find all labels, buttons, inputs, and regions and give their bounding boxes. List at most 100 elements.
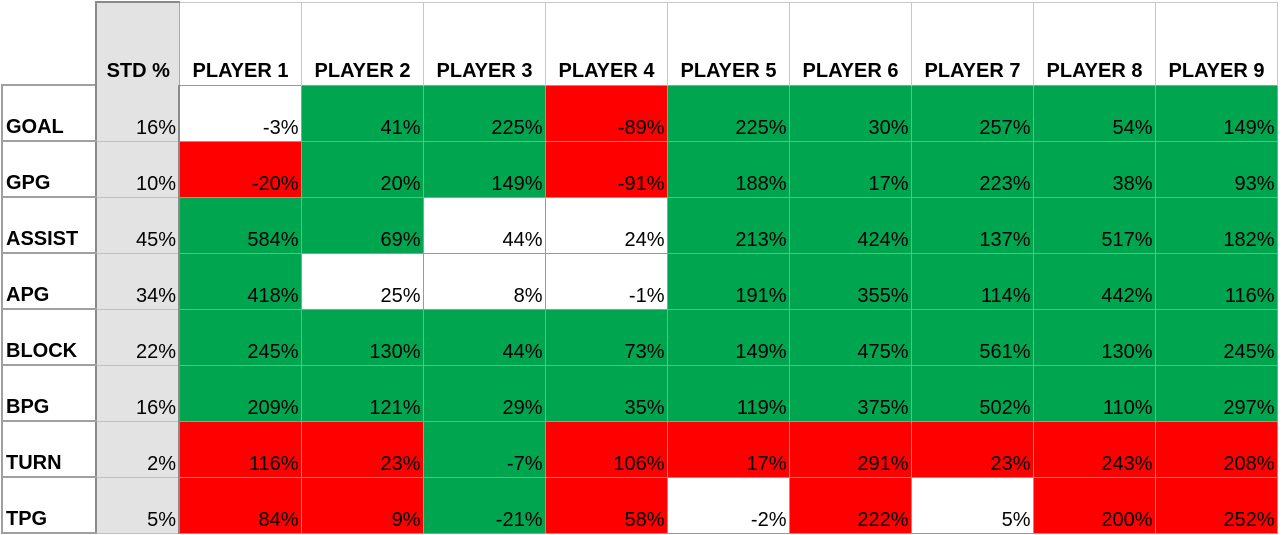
player-value-cell[interactable]: 137%	[910, 196, 1034, 254]
player-value-cell[interactable]: 297%	[1154, 364, 1278, 422]
player-value-cell[interactable]: 355%	[788, 252, 912, 310]
player-value-cell[interactable]: 149%	[666, 308, 790, 366]
player-header[interactable]: PLAYER 5	[667, 1, 790, 85]
player-value-cell[interactable]: 223%	[910, 140, 1034, 198]
player-value-cell[interactable]: 213%	[666, 196, 790, 254]
std-value[interactable]: 34%	[95, 253, 180, 310]
player-value-cell[interactable]: 442%	[1032, 252, 1156, 310]
std-value[interactable]: 22%	[95, 309, 180, 366]
player-header[interactable]: PLAYER 3	[423, 1, 546, 85]
player-value-cell[interactable]: 200%	[1032, 476, 1156, 534]
player-value-cell[interactable]: 17%	[788, 140, 912, 198]
player-value-cell[interactable]: -2%	[666, 476, 790, 534]
table-row: TPG 5% 84% 9% -21% 58% -2% 222% 5% 200% 252%	[1, 476, 1278, 534]
player-value-cell[interactable]: 182%	[1154, 196, 1278, 254]
player-value-cell[interactable]: -20%	[178, 140, 302, 198]
player-value-cell[interactable]: 130%	[300, 308, 424, 366]
player-value-cell[interactable]: 17%	[666, 420, 790, 478]
player-value-cell[interactable]: 73%	[544, 308, 668, 366]
player-value-cell[interactable]: -1%	[544, 252, 668, 310]
player-value-cell[interactable]: 209%	[178, 364, 302, 422]
player-value-cell[interactable]: 561%	[910, 308, 1034, 366]
player-header[interactable]: PLAYER 4	[545, 1, 668, 85]
player-value-cell[interactable]: -89%	[544, 84, 668, 142]
player-value-cell[interactable]: 424%	[788, 196, 912, 254]
std-value[interactable]: 2%	[95, 421, 180, 478]
player-value-cell[interactable]: 475%	[788, 308, 912, 366]
metric-label[interactable]: GOAL	[1, 84, 96, 142]
metric-label[interactable]: TURN	[1, 420, 96, 478]
player-header[interactable]: PLAYER 6	[789, 1, 912, 85]
player-value-cell[interactable]: 93%	[1154, 140, 1278, 198]
player-value-cell[interactable]: 502%	[910, 364, 1034, 422]
player-value-cell[interactable]: 225%	[666, 84, 790, 142]
player-value-cell[interactable]: 38%	[1032, 140, 1156, 198]
metric-label[interactable]: GPG	[1, 140, 96, 198]
player-value-cell[interactable]: 23%	[300, 420, 424, 478]
player-value-cell[interactable]: 222%	[788, 476, 912, 534]
player-value-cell[interactable]: 23%	[910, 420, 1034, 478]
player-value-cell[interactable]: 245%	[178, 308, 302, 366]
std-header[interactable]: STD %	[95, 1, 180, 85]
player-value-cell[interactable]: 8%	[422, 252, 546, 310]
player-value-cell[interactable]: 149%	[422, 140, 546, 198]
std-value[interactable]: 16%	[95, 85, 180, 142]
metric-label[interactable]: BLOCK	[1, 308, 96, 366]
player-value-cell[interactable]: 375%	[788, 364, 912, 422]
player-value-cell[interactable]: 208%	[1154, 420, 1278, 478]
player-value-cell[interactable]: 44%	[422, 308, 546, 366]
player-value-cell[interactable]: 119%	[666, 364, 790, 422]
player-value-cell[interactable]: 35%	[544, 364, 668, 422]
player-value-cell[interactable]: 243%	[1032, 420, 1156, 478]
metric-label[interactable]: BPG	[1, 364, 96, 422]
player-value-cell[interactable]: 188%	[666, 140, 790, 198]
player-value-cell[interactable]: 106%	[544, 420, 668, 478]
table-row: BPG 16% 209% 121% 29% 35% 119% 375% 502% 110% 297%	[1, 364, 1278, 422]
std-value[interactable]: 10%	[95, 141, 180, 198]
player-value-cell[interactable]: 130%	[1032, 308, 1156, 366]
player-value-cell[interactable]: 257%	[910, 84, 1034, 142]
player-header[interactable]: PLAYER 9	[1155, 1, 1278, 85]
player-value-cell[interactable]: 245%	[1154, 308, 1278, 366]
player-value-cell[interactable]: 191%	[666, 252, 790, 310]
player-header[interactable]: PLAYER 7	[911, 1, 1034, 85]
player-value-cell[interactable]: 25%	[300, 252, 424, 310]
player-value-cell[interactable]: -3%	[178, 84, 302, 142]
player-value-cell[interactable]: 9%	[300, 476, 424, 534]
player-value-cell[interactable]: -21%	[422, 476, 546, 534]
player-value-cell[interactable]: -91%	[544, 140, 668, 198]
player-value-cell[interactable]: 24%	[544, 196, 668, 254]
player-value-cell[interactable]: 5%	[910, 476, 1034, 534]
player-value-cell[interactable]: 116%	[1154, 252, 1278, 310]
player-value-cell[interactable]: 418%	[178, 252, 302, 310]
player-value-cell[interactable]: 54%	[1032, 84, 1156, 142]
player-header[interactable]: PLAYER 1	[179, 1, 302, 85]
metric-label[interactable]: APG	[1, 252, 96, 310]
player-value-cell[interactable]: -7%	[422, 420, 546, 478]
player-value-cell[interactable]: 116%	[178, 420, 302, 478]
player-value-cell[interactable]: 225%	[422, 84, 546, 142]
player-value-cell[interactable]: 252%	[1154, 476, 1278, 534]
player-value-cell[interactable]: 114%	[910, 252, 1034, 310]
player-value-cell[interactable]: 584%	[178, 196, 302, 254]
player-header[interactable]: PLAYER 8	[1033, 1, 1156, 85]
std-value[interactable]: 16%	[95, 365, 180, 422]
player-value-cell[interactable]: 30%	[788, 84, 912, 142]
metric-label[interactable]: ASSIST	[1, 196, 96, 254]
player-value-cell[interactable]: 149%	[1154, 84, 1278, 142]
player-value-cell[interactable]: 291%	[788, 420, 912, 478]
std-value[interactable]: 45%	[95, 197, 180, 254]
player-value-cell[interactable]: 84%	[178, 476, 302, 534]
player-header[interactable]: PLAYER 2	[301, 1, 424, 85]
player-value-cell[interactable]: 69%	[300, 196, 424, 254]
player-value-cell[interactable]: 44%	[422, 196, 546, 254]
player-value-cell[interactable]: 110%	[1032, 364, 1156, 422]
player-value-cell[interactable]: 20%	[300, 140, 424, 198]
metric-label[interactable]: TPG	[1, 476, 96, 534]
player-value-cell[interactable]: 41%	[300, 84, 424, 142]
player-value-cell[interactable]: 517%	[1032, 196, 1156, 254]
std-value[interactable]: 5%	[95, 477, 180, 534]
player-value-cell[interactable]: 121%	[300, 364, 424, 422]
player-value-cell[interactable]: 58%	[544, 476, 668, 534]
player-value-cell[interactable]: 29%	[422, 364, 546, 422]
